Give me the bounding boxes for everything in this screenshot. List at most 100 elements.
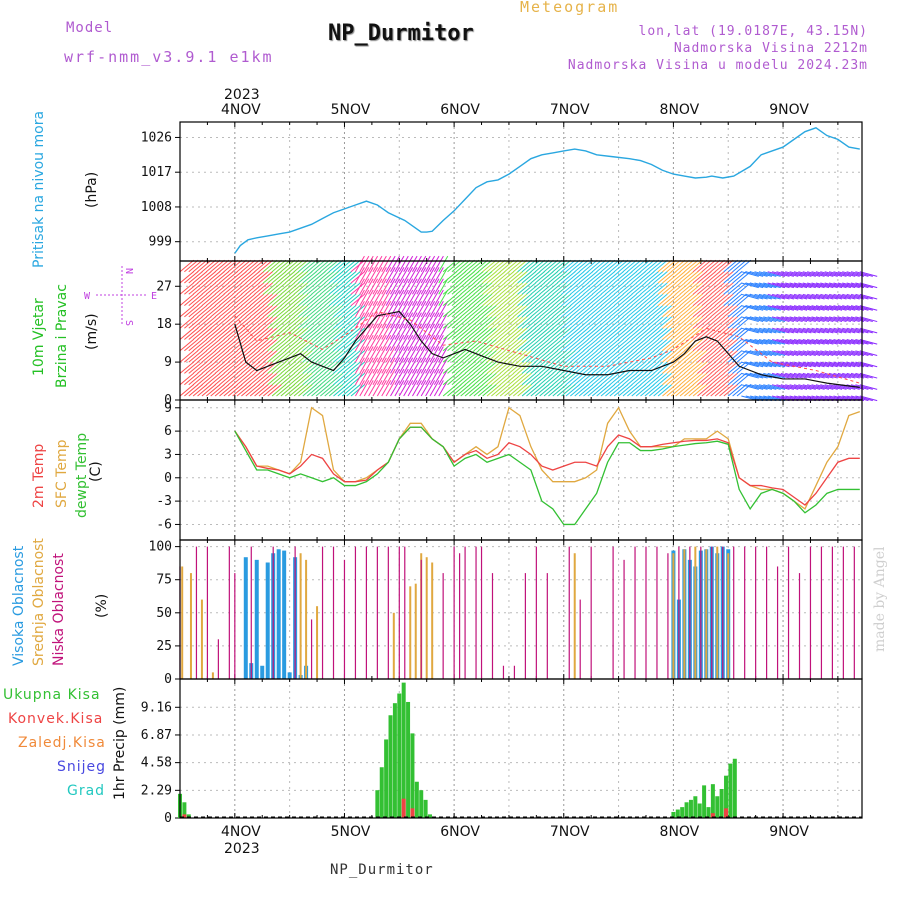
wind-barb [390,368,400,385]
cloud-bar [458,553,461,679]
wind-barb [570,271,585,284]
wind-barb [284,327,300,340]
wind-barb [433,368,444,385]
wind-barb [697,316,712,329]
wind-barb [732,259,747,273]
wind-barb [543,259,559,273]
wind-barb [534,327,550,340]
wind-barb [526,372,541,386]
wind-barb [315,338,331,352]
wind-barb [315,271,331,284]
wind-barb [513,282,528,295]
wind-barb [741,305,759,311]
wind-barb [407,334,418,352]
wind-barb [824,305,843,311]
wind-barb [315,259,331,273]
wind-barb [254,282,269,295]
wind-barb [469,316,484,329]
wind-barb [280,293,295,306]
wind-barb [701,372,717,386]
wind-barb [517,384,532,397]
y-tick-label: -6 [156,517,172,532]
wind-barb [473,361,488,374]
wind-barb [333,350,348,363]
wind-barb [596,259,611,273]
wind-barb [666,282,681,295]
wind-barb [236,259,252,273]
wind-barb [842,316,860,323]
wind-barb [214,384,230,397]
wind-barb [359,278,370,295]
wind-barb [350,304,366,318]
wind-barb [355,289,365,306]
wind-barb [780,372,799,379]
wind-barb [701,361,717,374]
wind-barb [508,316,524,329]
precip-bar [182,802,187,818]
wind-barb [767,350,786,356]
wind-barb [311,384,326,397]
wind-barb [605,361,620,374]
wind-barb [548,271,563,284]
wind-barb [412,267,422,284]
wind-barb [433,357,444,374]
wind-barb [653,304,668,318]
day-label-top: 6NOV [440,102,480,118]
wind-barb [205,259,221,273]
wind-barb [855,339,873,345]
panel-frame [179,678,863,819]
wind-barb [574,361,589,374]
wind-barb [245,282,260,295]
wind-barb [767,305,786,311]
wind-barb [280,316,295,329]
wind-barb [223,350,238,363]
cloud-bar [683,549,686,679]
wind-barb [622,327,638,340]
wind-barb [719,361,734,374]
wind-barb [666,271,681,284]
wind-barb [341,327,357,340]
wind-barb [670,259,686,273]
wind-barb [403,334,414,352]
wind-barb [741,327,759,334]
wind-barb [631,304,646,318]
wind-barb [355,380,365,397]
wind-barb [328,338,344,352]
wind-barb [605,350,620,363]
wind-barb [350,282,366,295]
wind-barb [188,316,203,329]
wind-barb [320,293,335,306]
wind-barb [320,327,335,340]
wind-barb [416,289,427,306]
wind-barb [328,372,344,386]
wind-barb [276,372,291,386]
wind-barb [789,282,808,289]
wind-barb [662,361,677,374]
wind-barb [398,368,409,385]
wind-barb [820,361,838,368]
wind-barb [719,372,734,386]
wind-barb [828,316,847,323]
wind-barb [302,304,317,318]
precip-bar [397,693,402,818]
wind-barb [258,293,274,306]
wind-barb [600,316,616,329]
wind-barb [811,361,830,368]
cloud-bar [634,546,636,679]
wind-barb [179,259,195,273]
wind-barb [521,327,537,340]
wind-barb [855,305,873,311]
wind-barb [798,350,816,356]
wind-barb [684,293,699,306]
wind-barb [587,327,602,340]
wind-barb [197,271,212,284]
wind-barb [214,327,230,340]
wind-barb [675,372,690,386]
wind-barb [258,282,274,295]
wind-barb [263,327,278,340]
wind-barb [789,316,808,323]
wind-barb [785,350,803,356]
wind-barb [249,316,265,329]
wind-barb [219,327,234,340]
wind-barb [548,350,563,363]
